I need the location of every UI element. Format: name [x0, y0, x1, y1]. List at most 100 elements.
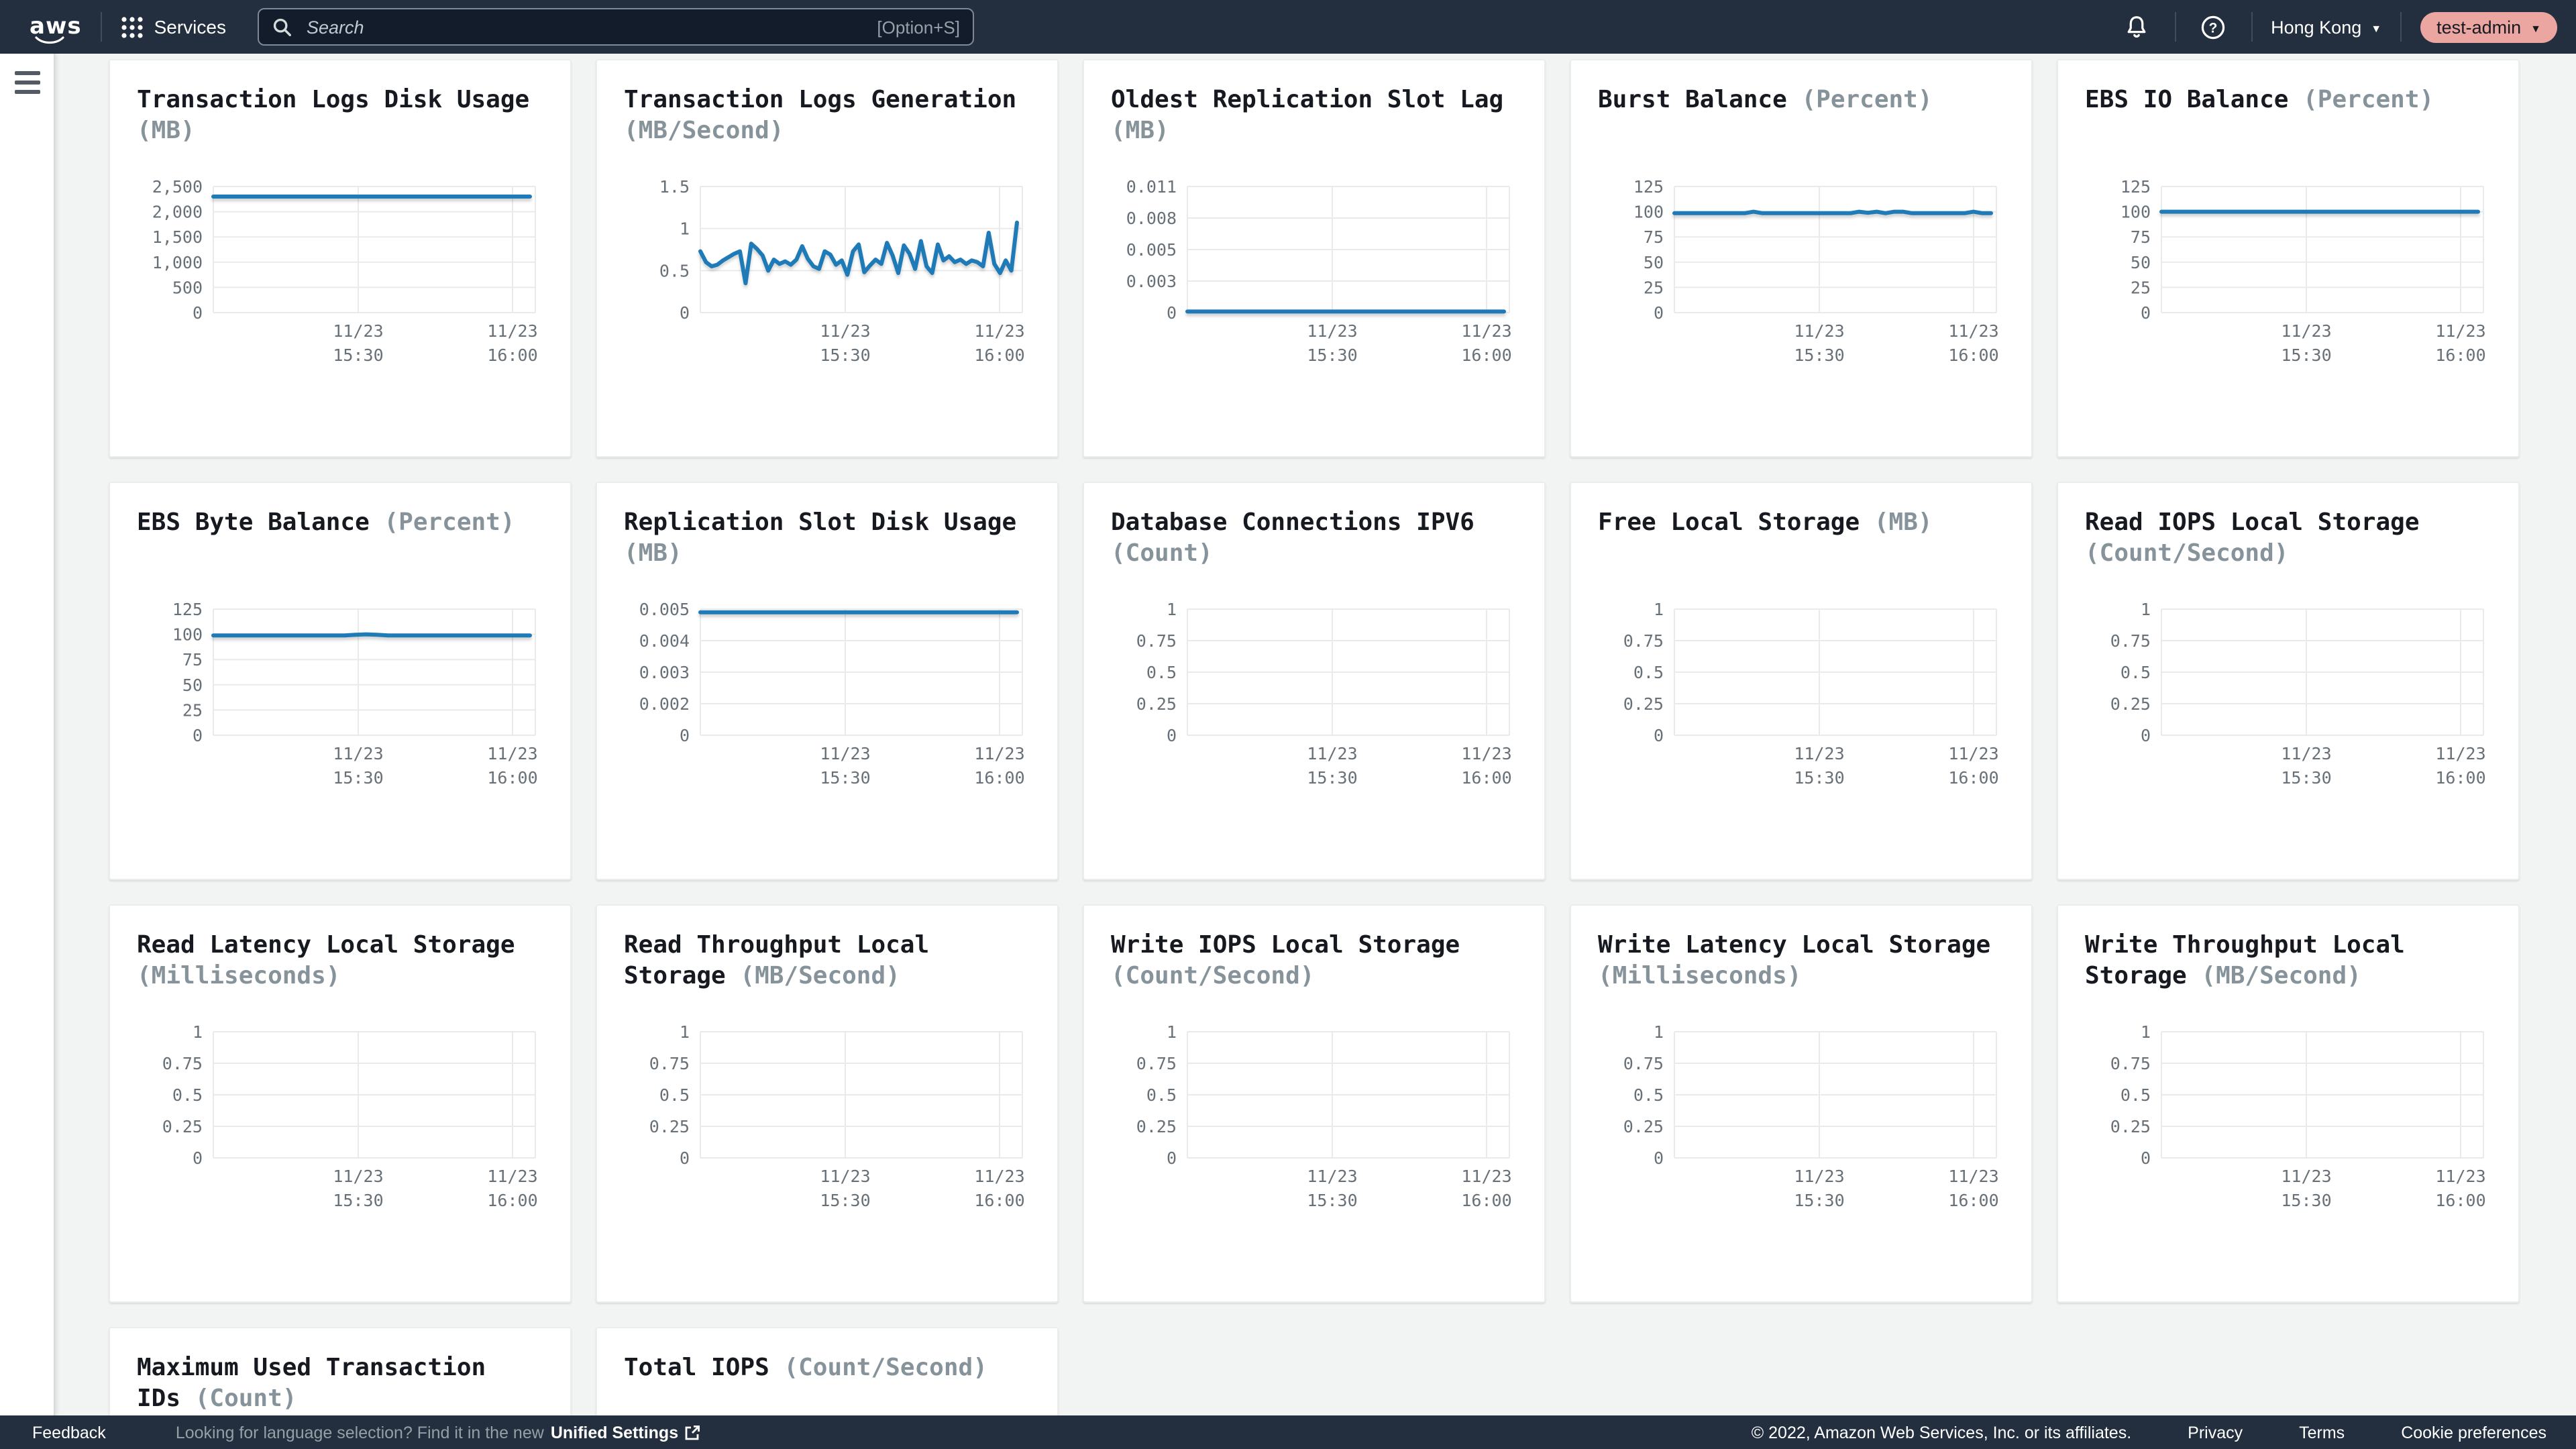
svg-text:0: 0: [1654, 1148, 1664, 1168]
card-title: Maximum Used Transaction IDs (Count): [110, 1328, 570, 1415]
svg-text:100: 100: [2121, 203, 2151, 222]
metric-card[interactable]: Write Latency Local Storage (Millisecond…: [1570, 904, 2033, 1303]
header-divider: [2400, 12, 2402, 42]
metric-card[interactable]: Transaction Logs Disk Usage (MB) 2,500 2,…: [109, 59, 572, 458]
header-right-cluster: ? Hong Kong ▼ test-admin ▼: [2118, 8, 2557, 46]
card-unit: (Count/Second): [1111, 962, 1315, 990]
cookie-preferences-link[interactable]: Cookie preferences: [2401, 1423, 2546, 1442]
svg-text:11/23: 11/23: [333, 321, 383, 341]
svg-text:25: 25: [1644, 278, 1664, 297]
feedback-button[interactable]: Feedback: [32, 1423, 106, 1442]
card-unit: (MB/Second): [624, 117, 784, 145]
metric-chart: 1 0.75 0.5 0.25 0 11/23 15:30 11/23 16:00: [1623, 1022, 1999, 1210]
svg-text:16:00: 16:00: [1948, 345, 1998, 365]
svg-text:16:00: 16:00: [974, 768, 1024, 788]
svg-text:1,500: 1,500: [152, 227, 203, 247]
svg-text:15:30: 15:30: [1794, 768, 1844, 788]
metric-card[interactable]: Replication Slot Disk Usage (MB) 0.005 0.…: [596, 482, 1059, 880]
svg-text:0: 0: [2141, 303, 2151, 323]
svg-text:1.5: 1.5: [659, 177, 690, 197]
svg-text:1,000: 1,000: [152, 253, 203, 272]
svg-text:16:00: 16:00: [974, 1191, 1024, 1210]
card-title-text: Write Throughput Local Storage: [2085, 931, 2405, 990]
svg-text:16:00: 16:00: [1461, 1191, 1511, 1210]
svg-text:1: 1: [680, 1022, 690, 1042]
svg-text:11/23: 11/23: [2281, 321, 2331, 341]
card-unit: (Milliseconds): [137, 962, 341, 990]
svg-text:25: 25: [2131, 278, 2151, 297]
metric-card[interactable]: Database Connections IPV6 (Count) 1 0.75 0…: [1083, 482, 1546, 880]
card-title-text: Read Latency Local Storage: [137, 931, 515, 959]
search-input[interactable]: [303, 15, 877, 38]
svg-text:15:30: 15:30: [333, 1191, 383, 1210]
card-title-text: Oldest Replication Slot Lag: [1111, 86, 1504, 114]
metric-card[interactable]: EBS Byte Balance (Percent) 125 100 75 50 25 0…: [109, 482, 572, 880]
svg-text:11/23: 11/23: [2435, 1167, 2485, 1186]
metric-card[interactable]: Write IOPS Local Storage (Count/Second) …: [1083, 904, 1546, 1303]
chevron-down-icon: ▼: [2530, 22, 2541, 34]
services-menu-button[interactable]: Services: [121, 15, 226, 38]
card-title-text: Transaction Logs Disk Usage: [137, 86, 530, 114]
metric-card[interactable]: Burst Balance (Percent) 125 100 75 50 25 0 11/…: [1570, 59, 2033, 458]
svg-text:15:30: 15:30: [2281, 345, 2331, 365]
svg-text:11/23: 11/23: [1307, 1167, 1357, 1186]
svg-text:0: 0: [2141, 1148, 2151, 1168]
metric-card[interactable]: Read IOPS Local Storage (Count/Second) 1…: [2057, 482, 2520, 880]
metric-card[interactable]: Oldest Replication Slot Lag (MB) 0.011 0.…: [1083, 59, 1546, 458]
svg-text:16:00: 16:00: [2435, 768, 2485, 788]
svg-text:0.5: 0.5: [1633, 663, 1664, 682]
metric-card[interactable]: Maximum Used Transaction IDs (Count): [109, 1327, 572, 1415]
bell-icon: [2127, 15, 2146, 37]
unified-settings-link[interactable]: Unified Settings: [551, 1423, 700, 1442]
metric-chart: 1 0.75 0.5 0.25 0 11/23 15:30 11/23 16:00: [1623, 600, 1999, 788]
svg-text:15:30: 15:30: [1307, 345, 1357, 365]
svg-text:0: 0: [2141, 726, 2151, 745]
metric-card[interactable]: EBS IO Balance (Percent) 125 100 75 50 25 0 11…: [2057, 59, 2520, 458]
card-title: Burst Balance (Percent): [1571, 60, 2031, 162]
card-title: Read IOPS Local Storage (Count/Second): [2058, 483, 2518, 585]
help-button[interactable]: ?: [2194, 8, 2232, 46]
card-unit: (Count): [195, 1385, 297, 1413]
svg-text:11/23: 11/23: [333, 744, 383, 763]
metric-card[interactable]: Read Latency Local Storage (Milliseconds…: [109, 904, 572, 1303]
svg-text:15:30: 15:30: [1794, 345, 1844, 365]
svg-text:0.5: 0.5: [2121, 663, 2151, 682]
region-selector[interactable]: Hong Kong ▼: [2271, 17, 2381, 37]
hamburger-menu-button[interactable]: [15, 71, 40, 93]
svg-text:0: 0: [680, 726, 690, 745]
card-unit: (Count/Second): [784, 1354, 987, 1382]
aws-logo[interactable]: aws: [30, 13, 82, 44]
svg-text:15:30: 15:30: [2281, 768, 2331, 788]
metric-card[interactable]: Write Throughput Local Storage (MB/Secon…: [2057, 904, 2520, 1303]
svg-text:11/23: 11/23: [487, 744, 537, 763]
card-unit: (Percent): [384, 508, 515, 537]
svg-text:0.75: 0.75: [1623, 631, 1664, 651]
metric-card[interactable]: Free Local Storage (MB) 1 0.75 0.5 0.25 0 11/…: [1570, 482, 2033, 880]
region-label: Hong Kong: [2271, 17, 2362, 37]
svg-text:0: 0: [680, 1148, 690, 1168]
card-unit: (Count): [1111, 539, 1213, 568]
card-title-text: Replication Slot Disk Usage: [624, 508, 1017, 537]
svg-text:75: 75: [1644, 227, 1664, 247]
metric-card[interactable]: Total IOPS (Count/Second): [596, 1327, 1059, 1415]
global-search[interactable]: [Option+S]: [258, 8, 975, 46]
svg-text:11/23: 11/23: [2435, 321, 2485, 341]
notifications-button[interactable]: [2118, 8, 2155, 46]
svg-text:0.5: 0.5: [659, 261, 690, 280]
svg-text:11/23: 11/23: [487, 321, 537, 341]
svg-text:15:30: 15:30: [820, 768, 870, 788]
account-menu[interactable]: test-admin ▼: [2420, 11, 2557, 42]
card-title-text: Write Latency Local Storage: [1598, 931, 1991, 959]
card-unit: (Percent): [1801, 86, 1933, 114]
svg-text:0: 0: [1167, 1148, 1177, 1168]
terms-link[interactable]: Terms: [2299, 1423, 2345, 1442]
metric-chart: 1 0.75 0.5 0.25 0 11/23 15:30 11/23 16:00: [2110, 600, 2486, 788]
privacy-link[interactable]: Privacy: [2188, 1423, 2243, 1442]
header-divider: [2174, 12, 2176, 42]
svg-text:0.25: 0.25: [649, 1117, 690, 1136]
card-title: Free Local Storage (MB): [1571, 483, 2031, 585]
svg-text:0: 0: [193, 303, 203, 323]
svg-text:16:00: 16:00: [1948, 1191, 1998, 1210]
metric-card[interactable]: Read Throughput Local Storage (MB/Second…: [596, 904, 1059, 1303]
metric-card[interactable]: Transaction Logs Generation (MB/Second) …: [596, 59, 1059, 458]
